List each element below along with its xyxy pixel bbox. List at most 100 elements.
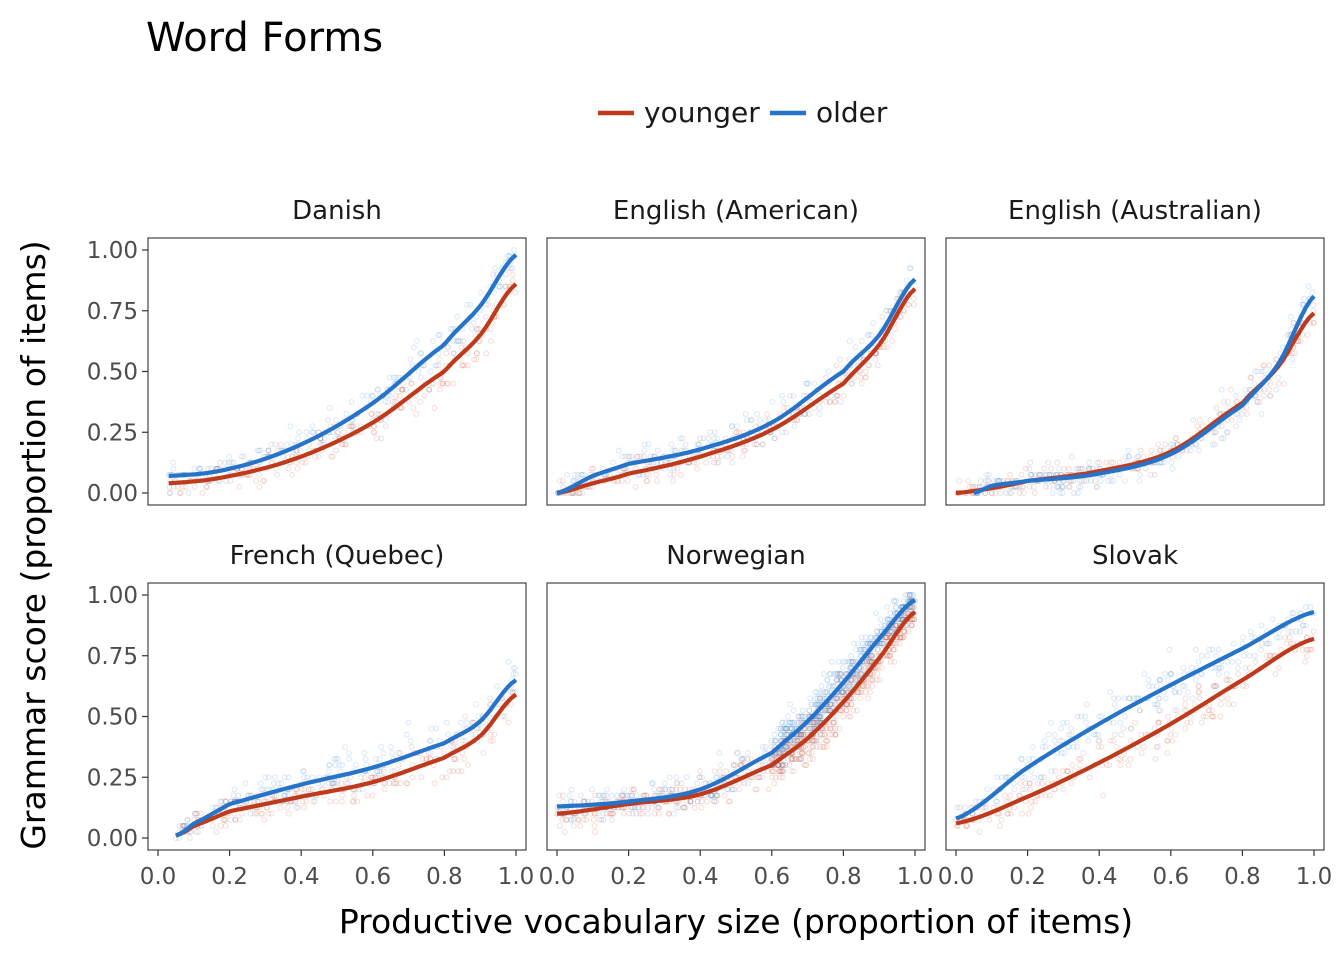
observation-point-older bbox=[902, 610, 909, 617]
observation-point-younger bbox=[956, 804, 963, 811]
observation-point-older bbox=[797, 731, 804, 738]
observation-point-younger bbox=[855, 689, 862, 696]
observation-point-younger bbox=[487, 731, 494, 738]
observation-point-younger bbox=[674, 465, 681, 472]
observation-point-younger bbox=[461, 756, 468, 762]
observation-point-younger bbox=[177, 490, 183, 496]
observation-point-younger bbox=[483, 350, 490, 357]
observation-point-older bbox=[1284, 332, 1291, 338]
observation-point-younger bbox=[253, 810, 260, 817]
observation-point-younger bbox=[1007, 810, 1014, 817]
observation-point-younger bbox=[889, 338, 896, 345]
observation-point-younger bbox=[822, 737, 829, 744]
observation-point-younger bbox=[910, 616, 917, 623]
observation-point-older bbox=[417, 374, 424, 381]
observation-point-younger bbox=[408, 743, 415, 750]
observation-point-older bbox=[1162, 671, 1169, 677]
observation-point-older bbox=[473, 313, 480, 320]
observation-point-younger bbox=[1140, 743, 1147, 750]
observation-point-older bbox=[806, 707, 813, 714]
observation-point-younger bbox=[777, 750, 784, 756]
observation-point-older bbox=[838, 689, 845, 696]
observation-point-older bbox=[677, 435, 684, 442]
observation-point-older bbox=[459, 737, 466, 744]
legend-younger-label: younger bbox=[644, 96, 760, 129]
observation-point-younger bbox=[824, 707, 831, 714]
panel-english-american: English (American) bbox=[546, 196, 926, 506]
observation-point-older bbox=[1061, 750, 1068, 756]
observation-point-older bbox=[857, 646, 864, 653]
observation-point-older bbox=[1141, 671, 1148, 677]
observation-point-older bbox=[329, 780, 336, 787]
observation-point-older bbox=[262, 774, 269, 781]
observation-point-younger bbox=[476, 326, 483, 332]
observation-point-younger bbox=[698, 804, 705, 811]
observation-point-older bbox=[977, 477, 984, 484]
observation-point-older bbox=[1164, 677, 1171, 683]
observation-point-older bbox=[1220, 435, 1227, 442]
observation-point-younger bbox=[713, 792, 720, 799]
observation-point-younger bbox=[465, 762, 471, 769]
observation-point-younger bbox=[620, 810, 627, 817]
observation-point-younger bbox=[1248, 374, 1255, 381]
observation-point-older bbox=[868, 332, 875, 338]
observation-point-older bbox=[839, 689, 846, 696]
observation-point-younger bbox=[583, 816, 590, 823]
observation-point-younger bbox=[904, 592, 911, 598]
observation-point-older bbox=[436, 356, 443, 363]
observation-point-younger bbox=[714, 453, 721, 460]
observation-point-younger bbox=[458, 768, 465, 775]
observation-point-younger bbox=[370, 429, 377, 436]
observation-point-younger bbox=[1267, 380, 1274, 387]
observation-point-older bbox=[1192, 646, 1199, 653]
observation-point-younger bbox=[811, 404, 818, 411]
observation-point-younger bbox=[696, 774, 703, 781]
observation-point-younger bbox=[862, 689, 869, 696]
observation-point-younger bbox=[988, 490, 995, 496]
observation-point-older bbox=[1059, 483, 1066, 490]
observation-point-younger bbox=[815, 713, 822, 720]
legend-older-label: older bbox=[816, 96, 888, 129]
observation-point-older bbox=[257, 780, 264, 787]
observation-point-older bbox=[812, 719, 818, 726]
y-tick-label: 0.75 bbox=[87, 299, 138, 325]
observation-point-older bbox=[407, 356, 414, 363]
observation-point-older bbox=[505, 658, 512, 665]
observation-point-younger bbox=[1182, 725, 1189, 732]
observation-point-younger bbox=[1036, 471, 1043, 478]
observation-point-older bbox=[800, 731, 807, 738]
observation-point-older bbox=[802, 713, 809, 720]
observation-point-younger bbox=[1020, 490, 1027, 496]
observation-point-younger bbox=[1063, 768, 1070, 775]
observation-point-older bbox=[840, 658, 846, 665]
observation-point-younger bbox=[789, 756, 796, 762]
observation-point-younger bbox=[274, 471, 281, 478]
observation-point-younger bbox=[1162, 441, 1169, 448]
observation-point-older bbox=[312, 798, 318, 805]
observation-point-older bbox=[1218, 664, 1225, 671]
observation-point-younger bbox=[423, 756, 430, 762]
observation-point-older bbox=[787, 719, 794, 726]
observation-point-older bbox=[296, 429, 303, 436]
observation-point-younger bbox=[839, 689, 846, 696]
observation-point-older bbox=[811, 380, 818, 387]
observation-point-older bbox=[866, 640, 873, 647]
observation-point-older bbox=[780, 398, 787, 405]
observation-point-older bbox=[170, 459, 177, 466]
observation-point-younger bbox=[1007, 792, 1014, 799]
observation-point-older bbox=[281, 792, 288, 799]
observation-point-older bbox=[837, 671, 843, 677]
observation-point-older bbox=[570, 816, 577, 823]
observation-point-older bbox=[1275, 374, 1281, 381]
observation-point-younger bbox=[450, 743, 457, 750]
observation-point-younger bbox=[591, 822, 598, 829]
observation-point-younger bbox=[639, 810, 646, 817]
x-tick-label: 0.2 bbox=[1009, 864, 1046, 890]
observation-point-younger bbox=[865, 683, 872, 690]
observation-point-older bbox=[837, 398, 844, 405]
observation-point-older bbox=[480, 750, 487, 756]
observation-point-younger bbox=[179, 483, 186, 490]
observation-point-younger bbox=[887, 628, 894, 635]
observation-point-older bbox=[787, 719, 794, 726]
observation-point-older bbox=[830, 719, 837, 726]
